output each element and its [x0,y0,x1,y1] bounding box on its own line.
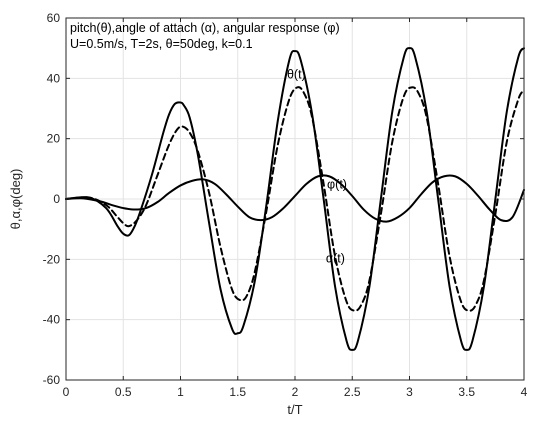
x-tick-label: 4 [521,385,528,399]
y-tick-label: -60 [43,373,61,387]
annotation-alphat: α(t) [326,251,345,265]
y-axis-label: θ,α,φ(deg) [8,169,23,230]
x-axis-label: t/T [287,402,302,417]
series-line-alphat [65,86,525,312]
x-tick-label: 1.5 [229,385,246,399]
annotations: θ(t) φ(t) α(t) [287,67,347,265]
x-tick-label: 3.5 [458,385,475,399]
x-tick-label: 0 [63,385,70,399]
x-tick-label: 0.5 [115,385,132,399]
annotation-thetat: θ(t) [287,67,306,81]
y-tick-label: 60 [47,11,61,25]
y-tick-label: -40 [43,313,61,327]
y-tick-label: -20 [43,252,61,266]
chart-title-line-2: U=0.5m/s, T=2s, θ=50deg, k=0.1 [70,37,253,51]
x-tick-label: 1 [177,385,184,399]
series-line-phit [65,174,525,223]
y-tick-label: 20 [47,132,61,146]
ticks: 0 0.5 1 1.5 2 2.5 3 3.5 4 -60 -40 -20 0 20 40 60 [43,11,528,399]
annotation-phit: φ(t) [327,177,347,191]
series-group [65,47,525,351]
chart-title-line-1: pitch(θ),angle of attach (α), angular re… [70,21,340,35]
y-tick-label: 0 [53,192,60,206]
y-tick-label: 40 [47,71,61,85]
x-tick-label: 2.5 [344,385,361,399]
x-tick-label: 2 [292,385,299,399]
x-tick-label: 3 [406,385,413,399]
series-line-thetat [65,47,525,351]
